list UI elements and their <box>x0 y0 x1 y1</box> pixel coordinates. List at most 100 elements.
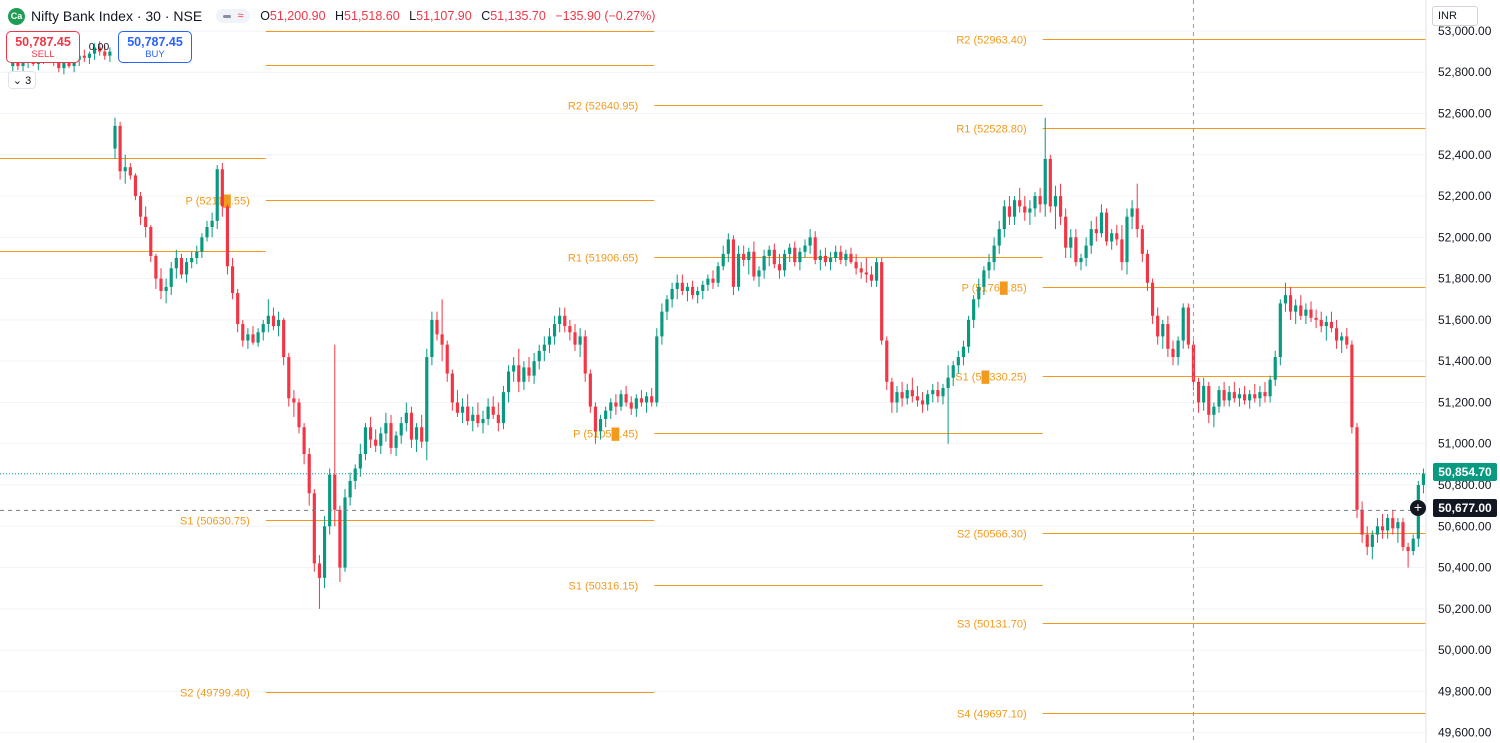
candle-body <box>133 175 138 197</box>
candle-body <box>241 324 245 341</box>
candle-body <box>276 319 281 327</box>
candle-body <box>1171 348 1175 358</box>
candle-body <box>205 227 209 238</box>
candle-body <box>491 406 495 415</box>
symbol-title[interactable]: Nifty Bank Index · 30 · NSE <box>31 8 203 24</box>
candle-body <box>169 268 173 287</box>
currency-select[interactable]: INR <box>1432 6 1478 26</box>
candle <box>1023 196 1027 221</box>
candle <box>1135 183 1139 238</box>
candle-body <box>568 326 572 333</box>
candle-body <box>1084 245 1088 258</box>
candle-body <box>476 414 480 424</box>
candle <box>777 253 782 279</box>
candle-body <box>997 229 1001 246</box>
candle <box>133 173 138 201</box>
candle <box>578 328 582 358</box>
candle-body <box>1069 237 1073 248</box>
candle-body <box>297 402 301 428</box>
candle <box>1401 518 1405 552</box>
candle-body <box>108 51 112 56</box>
candle <box>501 385 506 430</box>
add-plus-icon[interactable]: + <box>1410 500 1426 516</box>
candle-body <box>1314 317 1318 320</box>
candle-body <box>987 262 991 271</box>
candle-body <box>629 402 633 409</box>
candle <box>425 348 429 461</box>
candle-body <box>266 315 270 325</box>
candle-body <box>956 357 960 366</box>
candle <box>466 394 470 426</box>
candle-body <box>706 278 710 285</box>
y-tick-label: 50,200.00 <box>1438 602 1492 616</box>
candle <box>1319 311 1323 333</box>
candle-body <box>1043 158 1047 205</box>
pivot-label-r1: R1 (52528.80) <box>956 124 1026 136</box>
sell-button[interactable]: 50,787.45 SELL <box>6 31 80 63</box>
candle-body <box>1263 392 1267 397</box>
candle <box>317 555 322 609</box>
candle <box>1130 200 1134 230</box>
candle <box>246 328 250 349</box>
candle <box>1258 385 1262 407</box>
candle-body <box>757 270 761 277</box>
candle <box>1140 224 1144 263</box>
y-tick-label: 52,800.00 <box>1438 65 1492 79</box>
candle <box>307 447 311 506</box>
candle-body <box>159 278 163 292</box>
candle <box>312 489 316 572</box>
candle-body <box>57 61 61 69</box>
buy-button[interactable]: 50,787.45 BUY <box>118 31 192 63</box>
y-tick-label: 50,400.00 <box>1438 561 1492 575</box>
candle-body <box>1283 295 1288 304</box>
candle <box>322 515 327 589</box>
candle-body <box>466 406 470 422</box>
candle <box>537 344 541 370</box>
candle-body <box>680 282 684 292</box>
candle-body <box>138 196 143 217</box>
candle <box>1406 542 1410 568</box>
candle <box>1421 468 1426 494</box>
candle-body <box>818 255 822 261</box>
y-tick-label: 49,600.00 <box>1438 726 1492 740</box>
pivot-label-p: P (5176█.85) <box>962 281 1027 296</box>
candle <box>782 249 787 277</box>
candle <box>1340 332 1344 353</box>
candle-body <box>363 427 368 455</box>
y-tick-label: 51,200.00 <box>1438 395 1492 409</box>
candle-body <box>644 396 649 403</box>
indicator-status-pill[interactable]: ≈ <box>216 9 251 23</box>
candle <box>696 286 700 304</box>
candle-body <box>271 315 276 327</box>
candle-body <box>353 468 357 481</box>
candle <box>399 416 403 444</box>
candle-body <box>1212 406 1216 415</box>
candle-body <box>1350 344 1354 428</box>
candle <box>854 253 858 275</box>
candle <box>1314 309 1318 329</box>
candle <box>1069 229 1073 258</box>
candle-body <box>261 324 265 333</box>
candle <box>1125 208 1129 275</box>
candle <box>1166 315 1170 358</box>
candle-body <box>854 262 858 269</box>
candle <box>961 340 966 366</box>
candle-body <box>414 427 419 440</box>
candle <box>271 307 276 331</box>
candle-body <box>1110 233 1114 242</box>
collapse-indicators-button[interactable]: ⌄ 3 <box>8 71 36 89</box>
candle-body <box>1094 229 1098 234</box>
candle-body <box>1125 216 1129 263</box>
candle-body <box>374 439 378 446</box>
candle-body <box>624 394 628 403</box>
price-axis[interactable]: 49,600.00 49,800.00 50,000.00 50,200.00 50,4… <box>1425 0 1492 743</box>
candle-body <box>1222 390 1226 401</box>
candle-body <box>1207 385 1211 415</box>
candle <box>828 251 833 271</box>
candle-body <box>1145 253 1150 283</box>
candle <box>276 311 281 337</box>
candle <box>159 268 163 300</box>
candle-body <box>1181 307 1185 341</box>
candle <box>338 505 342 583</box>
